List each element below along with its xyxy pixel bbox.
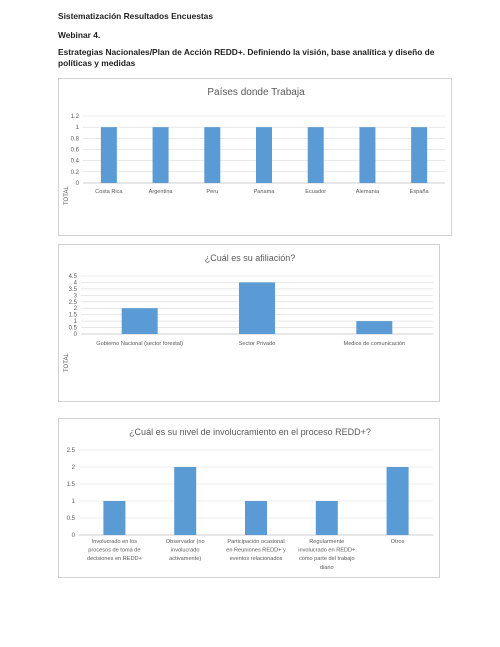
bar-paises-3 <box>204 127 221 183</box>
y-tick-label: 1 <box>76 125 80 131</box>
chart-paises-svg: Países donde Trabaja 0 0.2 0.4 0.6 0.8 1 1.2 Cos… <box>64 87 445 205</box>
bar-paises-7 <box>411 127 428 183</box>
x-category-label: Argentina <box>149 189 174 195</box>
y-tick-label: 0 <box>74 332 78 338</box>
chart-title: ¿Cuál es su nivel de involucramiento en … <box>129 427 371 437</box>
bar-involucramiento-1 <box>103 501 126 535</box>
y-tick-label: 4 <box>74 280 78 286</box>
y-tick-label: 0 <box>76 181 80 187</box>
y-tick-label: 2.5 <box>67 448 76 454</box>
y-tick-label: 1.2 <box>71 114 80 120</box>
chart-paises: Países donde Trabaja 0 0.2 0.4 0.6 0.8 1 1.2 Cos… <box>58 78 452 236</box>
x-category-label: Alemania <box>356 189 380 195</box>
x-category-label: Participación ocasional en Reuniones REDD… <box>226 539 286 562</box>
y-axis-label: TOTAL <box>64 353 70 372</box>
y-axis-label: TOTAL <box>64 186 70 205</box>
bar-afiliacion-3 <box>356 321 393 334</box>
y-tick-label: 1.5 <box>69 313 78 319</box>
y-tick-label: 0 <box>72 533 76 539</box>
y-tick-label: 2.5 <box>69 300 78 306</box>
x-category-label: Involucrado en los procesos de toma de dec… <box>87 539 142 562</box>
bar-involucramiento-5 <box>386 467 409 535</box>
y-tick-label: 1.5 <box>67 482 76 488</box>
y-tick-label: 0.8 <box>71 136 80 142</box>
document-subtitle: Estrategias Nacionales/Plan de Acción RE… <box>58 47 435 68</box>
bar-afiliacion-1 <box>121 308 158 334</box>
y-tick-label: 0.5 <box>69 326 78 332</box>
y-tick-label: 3.5 <box>69 287 78 293</box>
x-category-label: Gobierno Nacional (sector forestal) <box>96 341 183 347</box>
y-tick-label: 0.6 <box>71 148 80 154</box>
x-category-label: Observador (no involucrado activamente) <box>166 539 205 562</box>
x-category-label: Regularmente involucrado en REDD+ como par… <box>298 539 355 571</box>
x-category-label: Otros <box>391 539 405 545</box>
y-tick-label: 3 <box>74 293 78 299</box>
y-tick-label: 0.5 <box>67 516 76 522</box>
x-category-label: Sector Privado <box>239 341 276 347</box>
bar-paises-6 <box>359 127 376 183</box>
y-tick-label: 4.5 <box>69 274 78 280</box>
bar-involucramiento-3 <box>245 501 267 535</box>
x-category-label: Medios de comunicación <box>344 341 406 347</box>
bar-involucramiento-2 <box>174 467 197 535</box>
bar-paises-4 <box>256 127 272 183</box>
document-title: Sistematización Resultados Encuestas <box>58 11 213 21</box>
bar-paises-2 <box>152 127 169 183</box>
bar-afiliacion-2 <box>239 282 275 334</box>
y-tick-label: 1 <box>74 319 78 325</box>
chart-afiliacion-svg: ¿Cuál es su afiliación?00.511.522.533.54… <box>64 253 433 372</box>
x-category-label: Costa Rica <box>95 189 123 195</box>
x-category-label: Peru <box>206 189 218 195</box>
chart-title: ¿Cuál es su afiliación? <box>205 253 296 263</box>
y-tick-label: 1 <box>72 499 76 505</box>
chart-afiliacion: ¿Cuál es su afiliación? 0 0.5 1 1.5 2 2.5 3 3.5 4… <box>58 244 440 402</box>
y-tick-label: 0.4 <box>71 159 80 165</box>
chart-involucramiento: ¿Cuál es su nivel de involucramiento en … <box>58 418 440 578</box>
y-tick-label: 2 <box>72 465 76 471</box>
bar-paises-5 <box>307 127 324 183</box>
x-category-label: España <box>410 189 430 195</box>
y-tick-label: 2 <box>74 306 78 312</box>
chart-title: Países donde Trabaja <box>207 87 305 98</box>
bar-involucramiento-4 <box>315 501 338 535</box>
y-tick-label: 0.2 <box>71 170 80 176</box>
x-category-label: Ecuador <box>305 189 326 195</box>
x-category-label: Panama <box>254 189 276 195</box>
webinar-label: Webinar 4. <box>58 30 101 40</box>
bar-paises-1 <box>100 127 117 183</box>
chart-involucramiento-svg: ¿Cuál es su nivel de involucramiento en … <box>67 427 433 571</box>
